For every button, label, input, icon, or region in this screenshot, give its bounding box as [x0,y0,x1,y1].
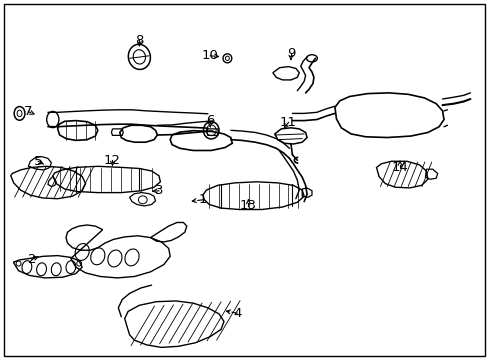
Text: 7: 7 [24,105,33,118]
Text: 8: 8 [135,34,143,47]
Text: 3: 3 [154,184,163,197]
Text: 13: 13 [240,199,256,212]
Text: 14: 14 [391,161,407,174]
Text: 11: 11 [280,116,296,129]
Text: 6: 6 [205,114,214,127]
Text: 1: 1 [198,193,207,206]
Text: 2: 2 [27,253,36,266]
Text: 12: 12 [104,154,121,167]
Text: 4: 4 [232,307,241,320]
Text: 9: 9 [286,47,295,60]
Text: 5: 5 [34,155,42,168]
Text: 10: 10 [202,49,218,62]
